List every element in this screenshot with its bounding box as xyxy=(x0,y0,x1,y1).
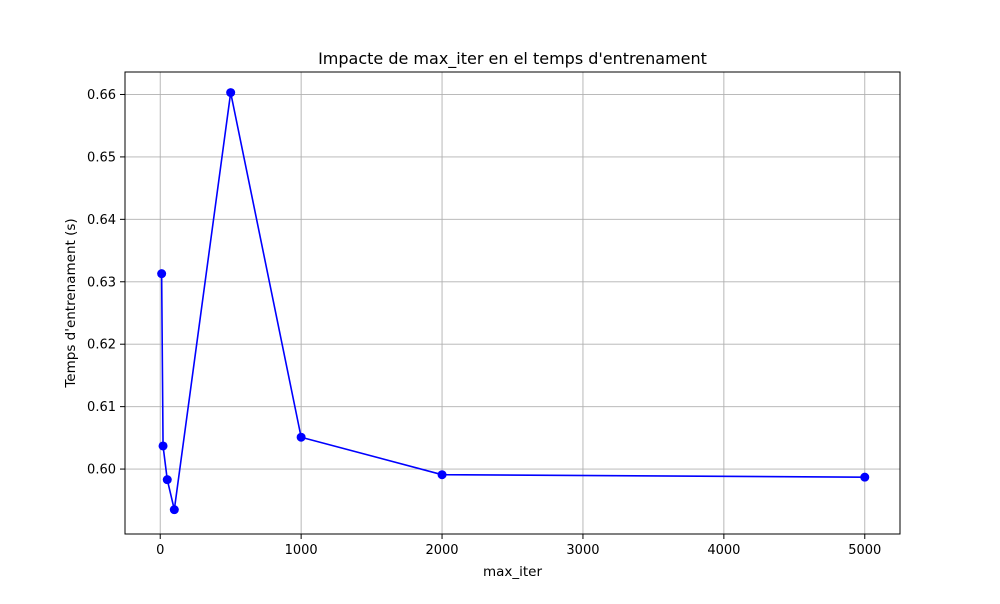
y-tick-label: 0.63 xyxy=(87,275,116,290)
data-point xyxy=(162,475,172,485)
x-tick-label: 2000 xyxy=(425,543,458,558)
x-tick-label: 0 xyxy=(156,543,164,558)
plot-area xyxy=(125,72,900,534)
plot-frame xyxy=(124,71,901,535)
data-point xyxy=(437,470,447,480)
y-tick-label: 0.64 xyxy=(87,213,116,228)
data-point xyxy=(158,441,168,451)
y-tick-label: 0.60 xyxy=(87,463,116,478)
series-layer xyxy=(157,88,870,515)
grid xyxy=(125,72,900,534)
data-point xyxy=(860,472,870,482)
y-axis-label: Temps d'entrenament (s) xyxy=(63,218,79,388)
x-axis-label: max_iter xyxy=(483,564,543,580)
y-tick-label: 0.66 xyxy=(87,88,116,103)
chart-title: Impacte de max_iter en el temps d'entren… xyxy=(318,49,707,69)
axis-ticks: 0 1000 2000 3000 4000 5000 0.60 0.61 0.62 0.63 0.6… xyxy=(87,88,881,558)
y-tick-label: 0.65 xyxy=(87,150,116,165)
series-line xyxy=(160,91,865,511)
data-point xyxy=(169,505,179,515)
x-tick-label: 1000 xyxy=(285,543,318,558)
y-tick-label: 0.61 xyxy=(87,400,116,415)
data-point xyxy=(157,269,167,279)
data-point xyxy=(226,88,236,98)
x-tick-label: 5000 xyxy=(848,543,881,558)
x-tick-label: 4000 xyxy=(707,543,740,558)
x-tick-label: 3000 xyxy=(566,543,599,558)
y-tick-label: 0.62 xyxy=(87,338,116,353)
data-point xyxy=(296,432,306,442)
